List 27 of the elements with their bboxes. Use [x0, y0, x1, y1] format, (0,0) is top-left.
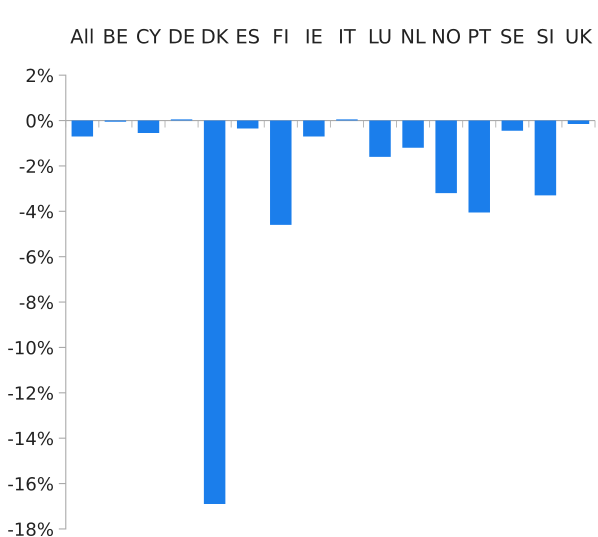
x-tick-label: UK [566, 29, 592, 44]
y-tick-label: -2% [20, 159, 53, 174]
y-tick-label: -18% [8, 522, 53, 536]
y-tick-label: 0% [26, 114, 53, 128]
y-tick-label: -16% [8, 477, 53, 491]
x-tick-label: PT [469, 29, 492, 44]
x-tick-label: FI [274, 29, 288, 44]
x-tick-label: ES [237, 28, 259, 44]
x-tick-label: NL [402, 29, 426, 44]
x-tick-label: BE [104, 29, 127, 44]
y-tick-label: -14% [8, 432, 53, 446]
x-tick-label: IT [340, 29, 356, 44]
x-tick-label: SI [538, 28, 553, 44]
y-tick-label: -8% [20, 296, 53, 310]
x-tick-label: NO [433, 28, 460, 44]
y-tick-label: -6% [20, 250, 53, 264]
y-tick-label: 2% [26, 68, 53, 82]
x-tick-label: DE [170, 29, 194, 44]
x-tick-label: IE [306, 29, 322, 44]
x-tick-label: LU [370, 29, 390, 44]
x-tick-label: SE [501, 28, 524, 44]
x-tick-label: CY [137, 28, 162, 44]
x-tick-label: DK [202, 29, 229, 44]
x-tick-label: All [70, 28, 93, 44]
y-tick-label: -4% [20, 204, 53, 218]
y-tick-label: -10% [8, 340, 53, 355]
y-tick-label: -12% [8, 386, 53, 400]
